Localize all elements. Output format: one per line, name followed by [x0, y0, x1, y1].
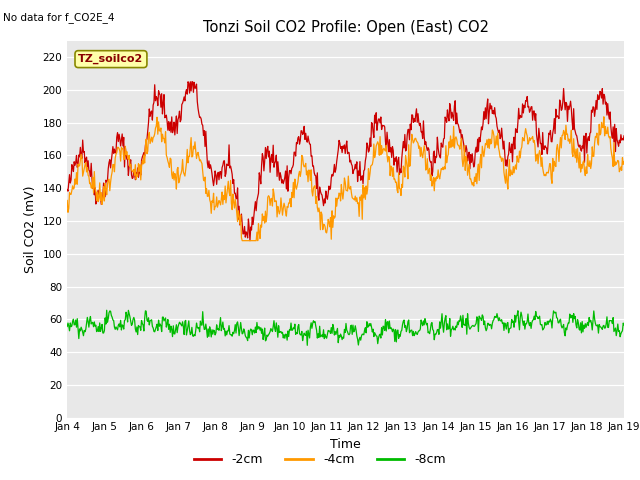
Text: No data for f_CO2E_4: No data for f_CO2E_4 — [3, 12, 115, 23]
Legend: -2cm, -4cm, -8cm: -2cm, -4cm, -8cm — [189, 448, 451, 471]
Text: TZ_soilco2: TZ_soilco2 — [78, 54, 143, 64]
X-axis label: Time: Time — [330, 438, 361, 451]
Title: Tonzi Soil CO2 Profile: Open (East) CO2: Tonzi Soil CO2 Profile: Open (East) CO2 — [203, 21, 488, 36]
Y-axis label: Soil CO2 (mV): Soil CO2 (mV) — [24, 185, 37, 273]
